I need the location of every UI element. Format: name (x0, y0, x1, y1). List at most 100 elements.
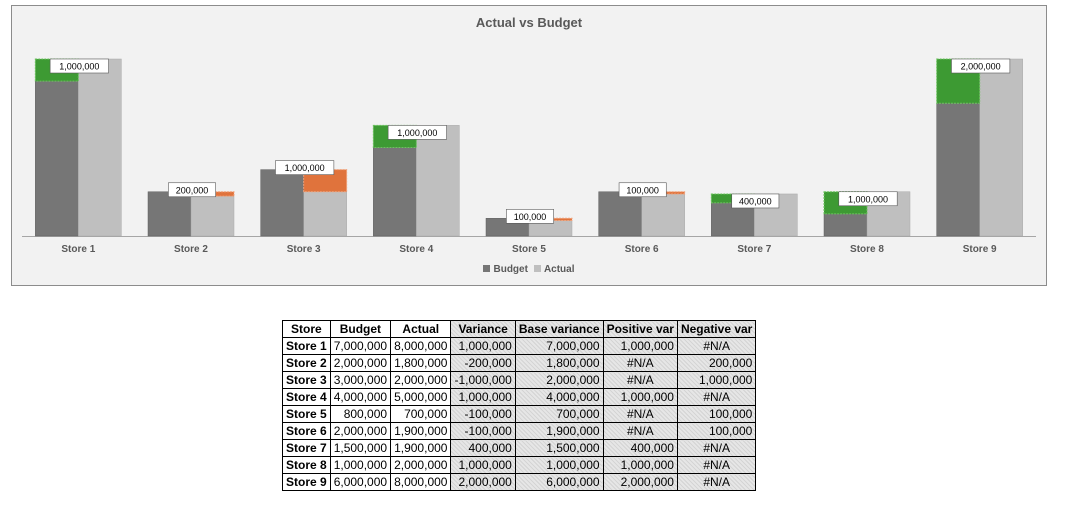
table-cell: 1,900,000 (390, 422, 452, 440)
table-row: Store 4 4,000,000 5,000,000 1,000,000 4,000,… (282, 388, 757, 406)
actual-bar (979, 58, 1023, 237)
chart-plot: 1,000,000 Store 1 200,000 Store 2 1,000,000 S… (22, 58, 1036, 255)
data-label-text: 2,000,000 (961, 62, 1001, 72)
table-cell: 100,000 (676, 405, 757, 423)
table-cell: 1,900,000 (390, 439, 452, 457)
data-label-text: 1,000,000 (285, 163, 325, 173)
row-header-cell: Store 1 (282, 337, 331, 355)
table-cell: 4,000,000 (514, 388, 604, 406)
table-cell: -1,000,000 (450, 371, 516, 389)
bar-group-store-7: 400,000 (710, 193, 798, 237)
x-tick-label: Store 9 (963, 244, 997, 255)
budget-bar (823, 213, 868, 237)
table-cell: 5,000,000 (390, 388, 452, 406)
table-cell: #N/A (602, 354, 678, 372)
table-cell: 1,000,000 (602, 337, 678, 355)
row-header-cell: Store 9 (282, 473, 331, 491)
table-cell: 8,000,000 (390, 473, 452, 491)
data-label-box (387, 125, 447, 140)
table-row: Store 7 1,500,000 1,900,000 400,000 1,500,00… (282, 439, 757, 457)
actual-bar (303, 191, 347, 237)
table-body: Store 1 7,000,000 8,000,000 1,000,000 7,000,… (282, 337, 757, 491)
column-header: Actual (390, 320, 452, 338)
chart-legend: Budget Actual (12, 264, 1046, 275)
column-header: Negative var (676, 320, 757, 338)
column-header: Store (282, 320, 331, 338)
table-cell: #N/A (602, 422, 678, 440)
bar-group-store-9: 2,000,000 (936, 58, 1023, 237)
column-header: Base variance (514, 320, 604, 338)
table-cell: 1,000,000 (329, 456, 392, 474)
variance-data-label: 400,000 (731, 193, 780, 209)
bar-group-store-6: 100,000 (598, 182, 686, 237)
table-cell: -200,000 (450, 354, 516, 372)
budget-bar (373, 147, 417, 237)
table-cell: 700,000 (390, 405, 452, 423)
bar-group-store-8: 1,000,000 (823, 191, 911, 237)
budget-bar (260, 169, 304, 237)
table-cell: #N/A (602, 371, 678, 389)
row-header-cell: Store 5 (282, 405, 331, 423)
table-cell: 1,800,000 (390, 354, 452, 372)
variance-data-label: 2,000,000 (951, 58, 1011, 74)
data-label-text: 1,000,000 (848, 194, 888, 204)
table-cell: 800,000 (329, 405, 392, 423)
x-tick-label: Store 7 (737, 244, 771, 255)
budget-bar (711, 202, 755, 237)
table-cell: 1,500,000 (329, 439, 392, 457)
table-cell: 1,500,000 (514, 439, 604, 457)
column-header: Positive var (602, 320, 678, 338)
x-tick-label: Store 4 (399, 244, 433, 255)
data-label-box (49, 58, 109, 74)
data-label-box (618, 182, 667, 198)
x-tick-label: Store 3 (287, 244, 321, 255)
table-cell: #N/A (676, 337, 757, 355)
legend-swatch (533, 265, 541, 272)
table-cell: -100,000 (450, 405, 516, 423)
chart-title: Actual vs Budget (475, 15, 583, 30)
table-row: Store 3 3,000,000 2,000,000 -1,000,000 2,000… (282, 371, 757, 389)
table-cell: 6,000,000 (329, 473, 392, 491)
budget-bar (936, 103, 980, 237)
data-label-text: 100,000 (514, 212, 547, 222)
bar-group-store-2: 200,000 (147, 182, 235, 237)
row-header-cell: Store 2 (282, 354, 331, 372)
variance-data-label: 100,000 (506, 209, 554, 224)
table-cell: 2,000,000 (450, 473, 516, 491)
table-row: Store 8 1,000,000 2,000,000 1,000,000 1,000,… (282, 456, 757, 474)
table-cell: 1,000,000 (602, 388, 678, 406)
table-cell: 1,000,000 (450, 456, 516, 474)
bar-group-store-5: 100,000 (485, 209, 573, 237)
row-header-cell: Store 6 (282, 422, 331, 440)
data-label-box (951, 58, 1011, 74)
column-header: Budget (329, 320, 392, 338)
table-cell: #N/A (602, 405, 678, 423)
table-cell: 2,000,000 (329, 422, 392, 440)
table-cell: #N/A (676, 456, 757, 474)
bar-group-store-4: 1,000,000 (372, 124, 460, 237)
variance-data-label: 100,000 (618, 182, 667, 198)
table-cell: #N/A (676, 473, 757, 491)
budget-bar (598, 191, 642, 237)
table-cell: 1,900,000 (514, 422, 604, 440)
table-row: Store 5 800,000 700,000 -100,000 700,000 #N/A… (282, 405, 757, 423)
data-label-text: 1,000,000 (397, 128, 437, 138)
table-cell: 2,000,000 (602, 473, 678, 491)
x-tick-label: Store 5 (512, 244, 546, 255)
x-tick-label: Store 1 (61, 244, 95, 255)
budget-bar (35, 80, 79, 237)
table-cell: 2,000,000 (514, 371, 604, 389)
x-tick-label: Store 8 (850, 244, 884, 255)
legend-item-budget: Budget (483, 264, 528, 275)
variance-data-label: 1,000,000 (49, 58, 109, 74)
table-cell: 4,000,000 (329, 388, 392, 406)
table-cell: 3,000,000 (329, 371, 392, 389)
table-cell: 2,000,000 (390, 371, 452, 389)
data-label-box (168, 182, 216, 198)
table-row: Store 9 6,000,000 8,000,000 2,000,000 6,000,… (282, 473, 757, 491)
table-cell: 7,000,000 (514, 337, 604, 355)
x-tick-label: Store 6 (625, 244, 659, 255)
variance-data-label: 1,000,000 (387, 125, 447, 140)
data-label-text: 200,000 (176, 185, 209, 195)
table-cell: 400,000 (450, 439, 516, 457)
